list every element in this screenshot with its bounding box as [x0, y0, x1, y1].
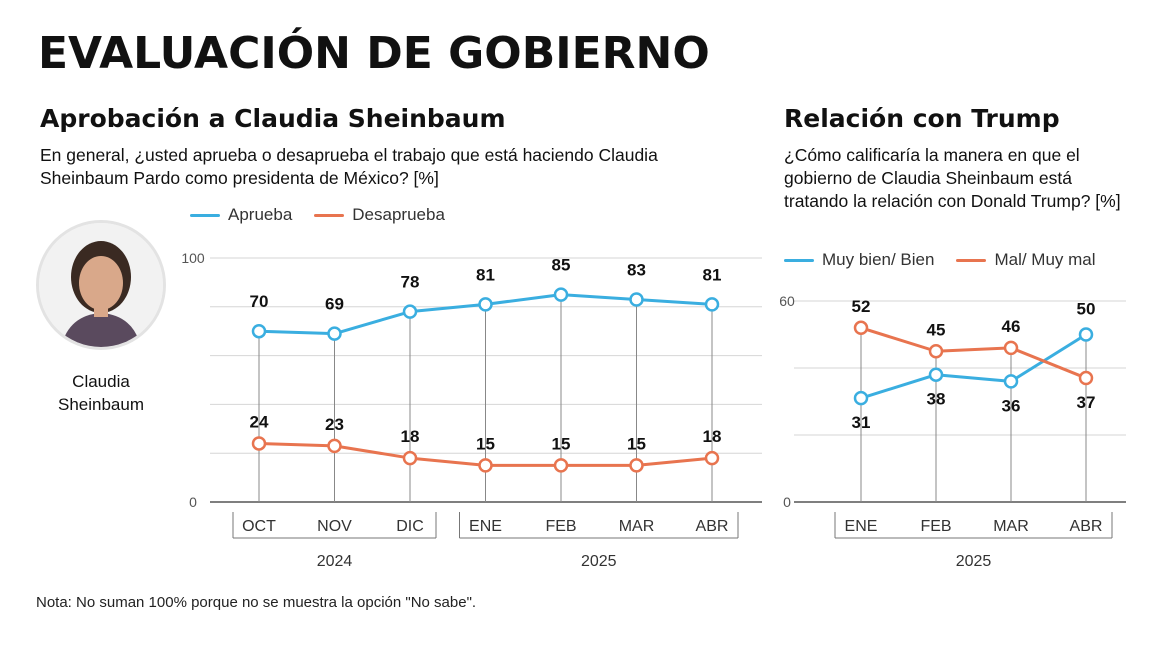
portrait-photo: [36, 220, 166, 350]
trump-data-label: 31: [852, 413, 871, 432]
approval-data-point: [553, 287, 569, 302]
trump-data-label: 37: [1077, 393, 1096, 412]
approval-group-label: 2025: [581, 553, 617, 570]
approval-category-label: FEB: [545, 518, 576, 535]
approval-category-label: ENE: [469, 518, 502, 535]
approval-data-point: [327, 438, 342, 454]
approval-data-label: 23: [325, 415, 344, 434]
trump-data-point: [928, 344, 944, 359]
legend-swatch-desaprueba: [314, 213, 345, 217]
approval-data-point: [402, 450, 418, 466]
approval-y-tick-label: 0: [189, 494, 197, 510]
approval-data-label: 70: [250, 292, 269, 311]
approval-y-tick-label: 100: [181, 250, 205, 266]
trump-data-point: [928, 367, 944, 382]
trump-category-label: ABR: [1070, 518, 1103, 535]
approval-data-point: [478, 458, 493, 473]
approval-data-label: 78: [401, 273, 420, 292]
trump-data-label: 50: [1077, 300, 1096, 319]
approval-data-point: [327, 326, 342, 341]
portrait-icon: [39, 223, 163, 347]
trump-data-point: [853, 390, 869, 406]
approval-data-label: 18: [703, 427, 722, 446]
trump-category-label: ENE: [845, 518, 878, 535]
legend-item-aprueba: Aprueba: [190, 205, 292, 225]
person-name: Claudia Sheinbaum: [57, 372, 144, 414]
approval-data-point: [629, 458, 644, 473]
trump-y-tick-label: 60: [779, 293, 795, 309]
approval-data-label: 15: [552, 434, 571, 453]
trump-legend: Muy bien/ Bien Mal/ Muy mal: [784, 250, 1096, 270]
legend-label-aprueba: Aprueba: [228, 205, 293, 224]
approval-data-label: 83: [627, 260, 646, 279]
approval-data-label: 18: [401, 427, 420, 446]
approval-data-label: 15: [627, 434, 646, 453]
approval-data-point: [402, 304, 418, 319]
legend-swatch-muy-bien: [784, 258, 814, 262]
approval-data-point: [251, 323, 267, 339]
footnote: Nota: No suman 100% porque no se muestra…: [36, 594, 477, 611]
trump-category-label: MAR: [993, 518, 1029, 535]
trump-data-label: 46: [1002, 317, 1021, 336]
trump-series-line: [860, 326, 1087, 380]
trump-data-point: [1003, 374, 1019, 389]
approval-data-point: [704, 297, 720, 312]
approval-data-point: [251, 436, 267, 451]
legend-item-muy-bien: Muy bien/ Bien: [784, 250, 934, 270]
trump-data-label: 36: [1002, 396, 1021, 415]
approval-group-label: 2024: [317, 553, 353, 570]
trump-data-point: [1078, 370, 1094, 386]
trump-data-label: 52: [852, 297, 871, 316]
approval-category-label: OCT: [242, 518, 276, 535]
legend-item-mal: Mal/ Muy mal: [956, 250, 1096, 270]
trump-data-point: [1078, 327, 1094, 342]
trump-y-tick-label: 0: [783, 494, 791, 510]
approval-group-bracket: [232, 512, 437, 539]
legend-item-desaprueba: Desaprueba: [314, 205, 445, 225]
approval-data-label: 81: [703, 265, 722, 284]
approval-data-point: [553, 458, 569, 473]
approval-group-bracket: [459, 512, 739, 539]
legend-swatch-aprueba: [190, 213, 220, 217]
approval-data-point: [704, 450, 720, 466]
approval-legend: Aprueba Desaprueba: [190, 205, 467, 225]
legend-label-mal: Mal/ Muy mal: [994, 250, 1096, 269]
approval-data-label: 85: [552, 256, 571, 275]
legend-label-desaprueba: Desaprueba: [352, 205, 445, 224]
trump-group-label: 2025: [956, 553, 992, 570]
trump-category-label: FEB: [920, 518, 951, 535]
approval-data-label: 24: [250, 412, 269, 431]
legend-swatch-mal: [956, 258, 987, 262]
trump-group-bracket: [834, 512, 1113, 539]
trump-series-line: [860, 333, 1087, 400]
trump-question: ¿Cómo calificaría la manera en que el go…: [784, 145, 1121, 211]
trump-data-point: [1003, 340, 1019, 356]
approval-category-label: NOV: [317, 518, 352, 535]
approval-category-label: MAR: [619, 518, 655, 535]
approval-section-title: Aprobación a Claudia Sheinbaum: [40, 104, 506, 133]
trump-data-point: [853, 320, 869, 336]
approval-data-point: [478, 297, 493, 312]
approval-data-label: 15: [476, 434, 495, 453]
approval-category-label: ABR: [696, 518, 729, 535]
page-title: EVALUACIÓN DE GOBIERNO: [38, 28, 710, 79]
legend-label-muy-bien: Muy bien/ Bien: [822, 250, 935, 269]
approval-data-point: [629, 292, 644, 307]
approval-data-label: 81: [476, 265, 495, 284]
trump-data-label: 38: [927, 390, 946, 409]
trump-data-label: 45: [927, 320, 946, 339]
approval-data-label: 69: [325, 295, 344, 314]
approval-question: En general, ¿usted aprueba o desaprueba …: [40, 145, 658, 188]
approval-category-label: DIC: [396, 518, 424, 535]
trump-section-title: Relación con Trump: [784, 104, 1060, 133]
